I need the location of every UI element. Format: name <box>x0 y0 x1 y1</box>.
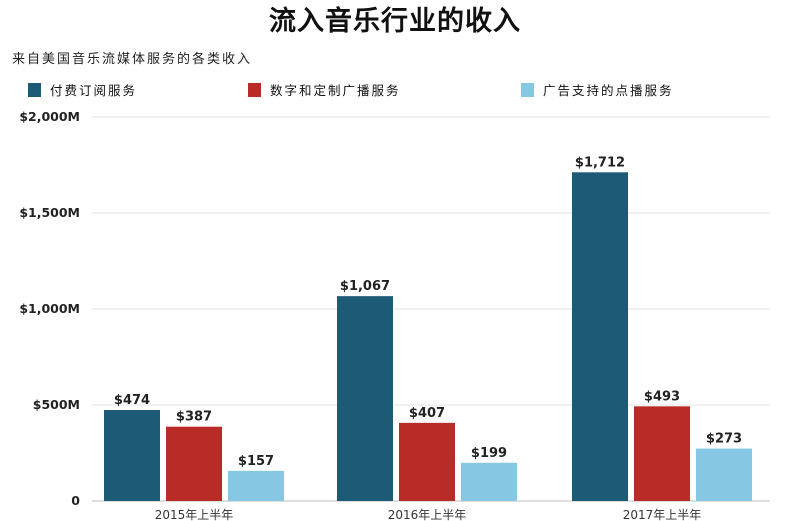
legend-item-digital-radio: 数字和定制广播服务 <box>248 80 401 99</box>
bar <box>104 409 160 501</box>
y-tick-label: $500M <box>33 397 80 412</box>
legend-swatch-subscription <box>28 82 41 97</box>
legend-label-ad-supported: 广告支持的点播服务 <box>543 83 674 98</box>
data-label: $199 <box>471 446 507 461</box>
legend-item-ad-supported: 广告支持的点播服务 <box>521 80 674 99</box>
y-tick-label: 0 <box>71 493 80 508</box>
data-label: $493 <box>644 389 680 404</box>
data-label: $157 <box>238 454 274 469</box>
x-category-label: 2017年上半年 <box>623 508 702 521</box>
data-label: $474 <box>114 393 150 408</box>
data-label: $273 <box>706 432 742 447</box>
chart-subtitle: 来自美国音乐流媒体服务的各类收入 <box>12 52 253 67</box>
data-label: $1,067 <box>340 279 390 294</box>
y-tick-label: $1,500M <box>19 205 80 220</box>
bar <box>337 296 393 501</box>
legend-swatch-ad-supported <box>521 82 534 97</box>
bar <box>228 470 284 501</box>
x-category-label: 2015年上半年 <box>155 508 234 521</box>
y-tick-label: $1,000M <box>19 301 80 316</box>
data-label: $407 <box>409 406 445 421</box>
legend-swatch-digital-radio <box>248 82 261 97</box>
bar <box>461 462 517 501</box>
x-category-label: 2016年上半年 <box>388 508 467 521</box>
chart-title: 流入音乐行业的收入 <box>269 6 521 37</box>
legend-item-subscription: 付费订阅服务 <box>28 80 137 99</box>
bar <box>399 422 455 501</box>
bar <box>572 172 628 501</box>
bar <box>634 406 690 501</box>
legend-label-digital-radio: 数字和定制广播服务 <box>270 83 401 98</box>
legend: 付费订阅服务 数字和定制广播服务 广告支持的点播服务 <box>28 80 768 98</box>
data-label: $387 <box>176 410 212 425</box>
legend-label-subscription: 付费订阅服务 <box>50 83 138 98</box>
y-tick-label: $2,000M <box>19 109 80 124</box>
bar <box>166 426 222 501</box>
bar <box>696 448 752 501</box>
data-label: $1,712 <box>575 155 625 170</box>
